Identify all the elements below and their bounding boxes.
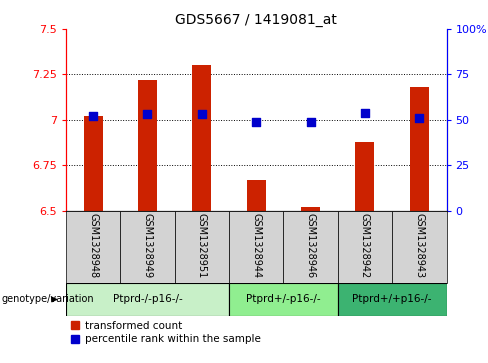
Point [198, 111, 206, 117]
FancyBboxPatch shape [120, 211, 175, 283]
FancyBboxPatch shape [175, 211, 229, 283]
Point [306, 119, 314, 125]
Text: Ptprd+/+p16-/-: Ptprd+/+p16-/- [352, 294, 432, 305]
Text: GSM1328948: GSM1328948 [88, 213, 98, 278]
FancyBboxPatch shape [338, 211, 392, 283]
Bar [192, 65, 211, 211]
Point [252, 119, 260, 125]
Point [415, 115, 423, 121]
Text: genotype/variation: genotype/variation [1, 294, 94, 305]
Point [361, 110, 369, 115]
Bar [410, 87, 429, 211]
FancyBboxPatch shape [66, 211, 120, 283]
Text: Ptprd-/-p16-/-: Ptprd-/-p16-/- [113, 294, 183, 305]
FancyBboxPatch shape [392, 211, 447, 283]
FancyBboxPatch shape [338, 283, 447, 316]
Text: Ptprd+/-p16-/-: Ptprd+/-p16-/- [246, 294, 321, 305]
Text: GSM1328944: GSM1328944 [251, 213, 261, 278]
Bar [301, 207, 320, 211]
FancyBboxPatch shape [229, 211, 284, 283]
Bar [138, 80, 157, 211]
FancyBboxPatch shape [66, 283, 229, 316]
Point [143, 111, 151, 117]
Bar [83, 116, 102, 211]
Point [89, 113, 97, 119]
Text: GSM1328951: GSM1328951 [197, 213, 207, 278]
FancyBboxPatch shape [229, 283, 338, 316]
Text: GSM1328942: GSM1328942 [360, 213, 370, 278]
Legend: transformed count, percentile rank within the sample: transformed count, percentile rank withi… [71, 321, 261, 344]
FancyBboxPatch shape [284, 211, 338, 283]
Text: GSM1328943: GSM1328943 [414, 213, 425, 278]
Text: GSM1328949: GSM1328949 [142, 213, 152, 278]
Bar [355, 142, 374, 211]
Text: GSM1328946: GSM1328946 [305, 213, 316, 278]
Bar [247, 180, 266, 211]
Title: GDS5667 / 1419081_at: GDS5667 / 1419081_at [175, 13, 337, 26]
